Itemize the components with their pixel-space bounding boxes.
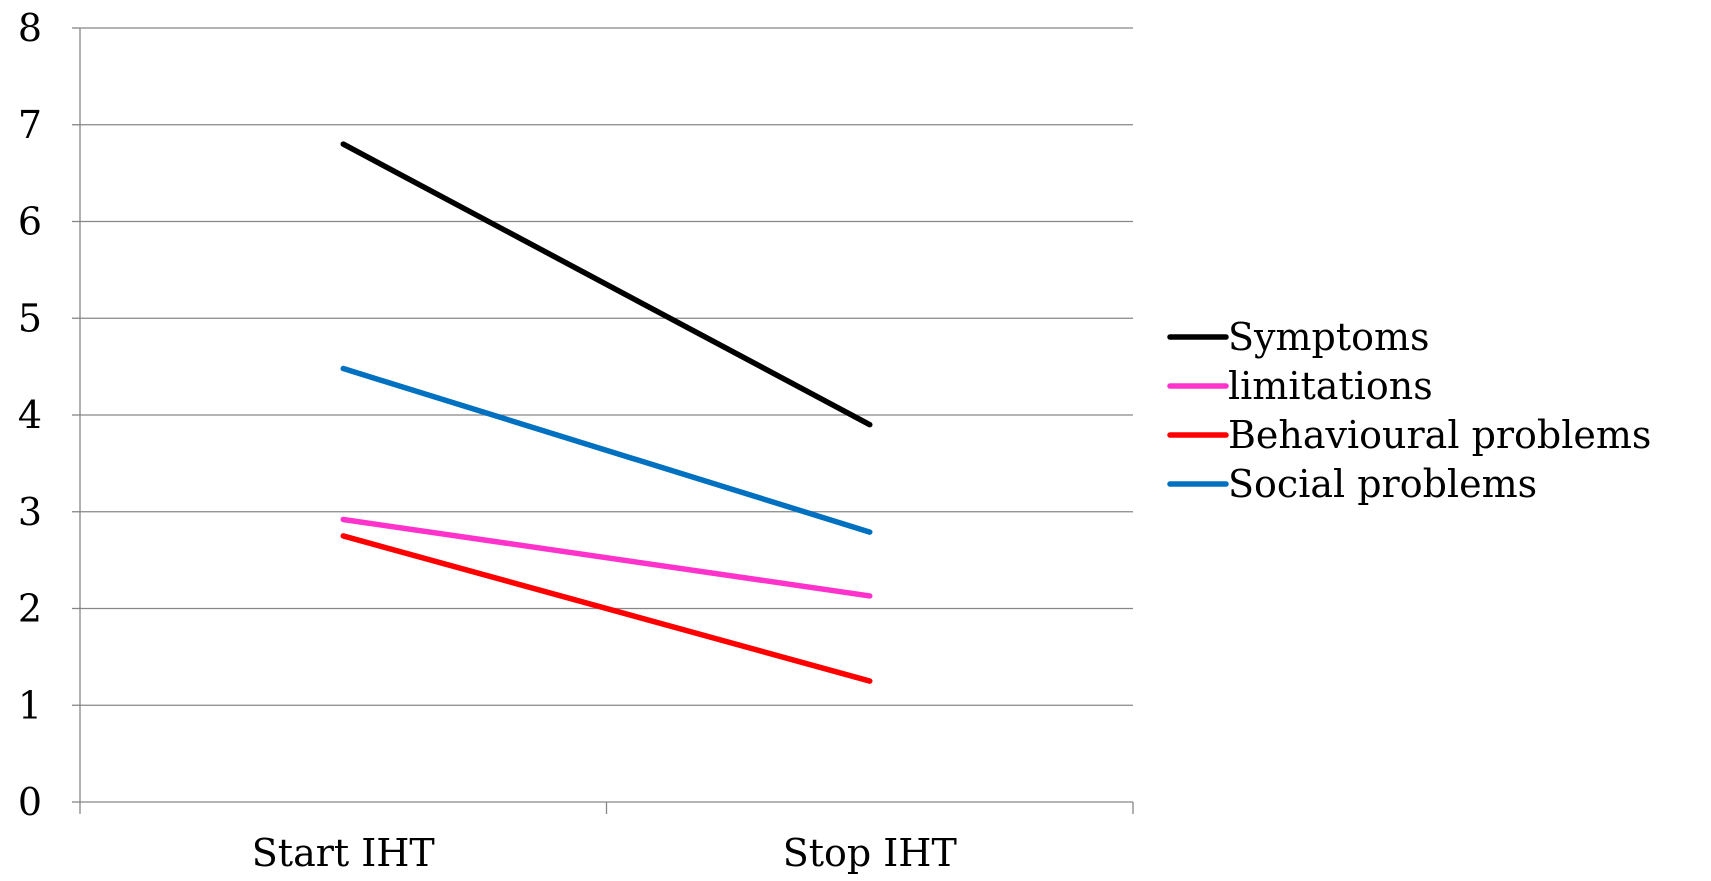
x-tick-labels: Start IHT Stop IHT	[252, 831, 957, 875]
legend-item: Social problems	[1167, 462, 1537, 506]
legend-label: Symptoms	[1228, 315, 1430, 359]
y-tick-label: 3	[18, 490, 42, 534]
series-line	[340, 365, 873, 535]
y-tick-label: 0	[18, 780, 42, 824]
y-tick-label: 4	[18, 393, 42, 437]
y-tick-label: 1	[18, 683, 42, 727]
y-tick-label: 8	[18, 6, 42, 50]
legend-label: limitations	[1228, 364, 1433, 408]
y-tick-labels: 0 1 2 3 4 5 6 7 8	[18, 6, 42, 824]
legend-item: Symptoms	[1167, 315, 1430, 359]
series-line	[340, 533, 873, 684]
gridlines	[80, 27, 1133, 706]
y-tick-label: 2	[18, 587, 42, 631]
y-tick-label: 5	[18, 296, 42, 340]
axes	[72, 27, 1134, 814]
x-tick-label: Stop IHT	[783, 831, 957, 875]
x-tick-label: Start IHT	[252, 831, 435, 875]
y-tick-label: 6	[18, 200, 42, 244]
series-line	[340, 141, 873, 428]
legend-label: Behavioural problems	[1228, 413, 1651, 457]
series-lines	[340, 141, 873, 684]
legend: Symptoms limitations Behavioural problems S…	[1167, 315, 1651, 506]
legend-item: limitations	[1167, 364, 1433, 408]
legend-label: Social problems	[1228, 462, 1537, 506]
series-line	[340, 516, 873, 599]
y-tick-label: 7	[18, 103, 42, 147]
legend-item: Behavioural problems	[1167, 413, 1651, 457]
